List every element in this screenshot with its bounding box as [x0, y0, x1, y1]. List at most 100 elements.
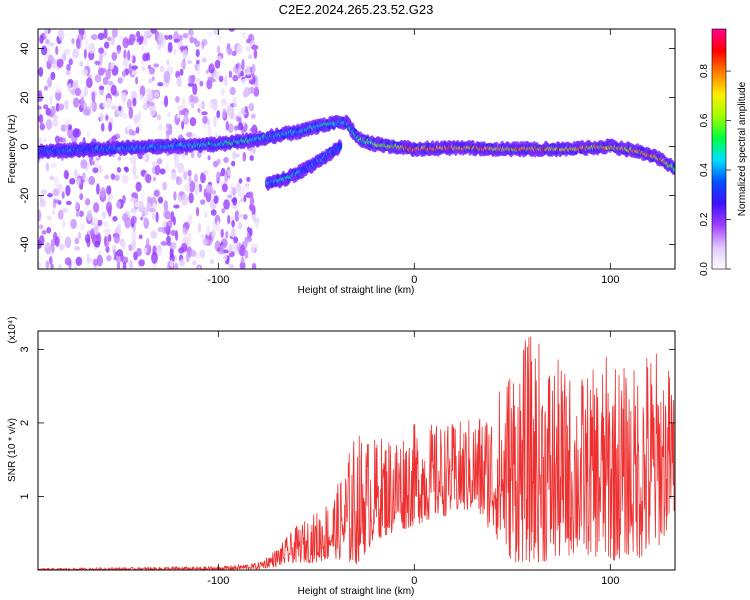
spectrogram-noise: [223, 74, 228, 87]
spectrogram-noise: [157, 32, 164, 45]
spectrogram-noise: [249, 155, 254, 161]
snr-y-multiplier: (x10⁴): [7, 316, 18, 343]
spectrogram-noise: [173, 48, 177, 55]
spectrogram-noise: [115, 254, 122, 264]
spectrogram-noise: [246, 226, 251, 233]
spectrogram-noise: [46, 226, 52, 234]
spectrogram-noise: [45, 260, 50, 269]
spectrogram-noise: [161, 220, 167, 228]
spectrogram-noise: [170, 171, 177, 181]
spectrogram-noise: [246, 176, 251, 183]
spectrogram-noise: [251, 63, 256, 74]
spectrogram-noise: [103, 221, 109, 228]
spectrogram-noise: [176, 114, 181, 119]
spectrogram-noise: [38, 224, 44, 230]
spectrogram-noise: [201, 111, 208, 116]
spectrogram-noise: [139, 85, 146, 97]
spectrogram-noise: [38, 137, 43, 144]
spectrogram-noise: [98, 219, 103, 226]
x-tick-label: -100: [207, 274, 229, 286]
spectrogram-noise: [105, 114, 109, 121]
spectrogram-noise: [64, 99, 69, 111]
spectrogram-noise: [182, 97, 186, 109]
spectrogram-noise: [187, 169, 192, 177]
spectrogram-noise: [220, 228, 224, 239]
colorbar-tick-label: 0.6: [699, 113, 710, 127]
spectrogram-noise: [199, 80, 204, 87]
spectrogram-noise: [111, 51, 118, 61]
spectrogram-noise: [111, 29, 118, 38]
spectrogram-noise: [84, 233, 91, 244]
spectrogram-noise: [136, 247, 142, 257]
spectrogram-noise: [47, 54, 54, 65]
spectrogram-noise: [221, 183, 228, 193]
spectrogram-panel: -100 0 100 -40 -20 0 20 40 Height of straight …: [7, 28, 676, 296]
spectrogram-noise: [187, 60, 193, 65]
spectrogram-noise: [214, 70, 220, 80]
spectrogram-noise: [191, 103, 195, 109]
spectrogram-noise: [38, 235, 45, 246]
spectrogram-noise: [74, 237, 80, 245]
spectrogram-noise: [152, 176, 157, 182]
spectrogram-noise: [239, 198, 244, 203]
spectrogram-noise: [206, 118, 211, 126]
spectrogram-noise: [170, 241, 177, 250]
spectrogram-noise: [121, 174, 129, 184]
spectrogram-noise: [55, 87, 62, 94]
spectrogram-noise: [205, 69, 209, 74]
spectrogram-noise: [55, 102, 60, 112]
spectrogram-noise: [203, 169, 209, 175]
spectrogram-noise: [44, 29, 49, 38]
spectrogram-noise: [72, 48, 80, 59]
spectrogram-noise: [159, 65, 165, 73]
spectrogram-noise: [134, 201, 140, 207]
spectrogram-noise: [76, 177, 82, 186]
spectrogram-noise: [148, 67, 156, 75]
spectrogram-noise: [58, 103, 65, 111]
spectrogram-noise: [110, 173, 116, 180]
spectrogram-noise: [209, 62, 214, 71]
spectrogram-noise: [123, 49, 127, 60]
y-tick-label: 3: [19, 346, 31, 352]
spectrogram-noise: [131, 231, 137, 243]
spectrogram-noise: [117, 223, 122, 236]
spectrogram-noise: [54, 236, 60, 247]
snr-y-axis: 1 2 3: [19, 346, 675, 500]
spectrogram-noise: [176, 76, 182, 88]
x-tick-label: -100: [207, 575, 229, 587]
spectrogram-noise: [100, 68, 107, 73]
spectrogram-noise: [111, 105, 117, 110]
spectrogram-noise: [72, 97, 80, 108]
spectrogram-noise: [96, 254, 103, 267]
spectrogram-noise: [174, 262, 179, 269]
spectrogram-noise: [75, 37, 81, 49]
spectrogram-noise: [248, 103, 255, 112]
spectrogram-noise: [253, 49, 258, 59]
spectrogram-noise: [75, 256, 83, 267]
spectrogram-noise: [92, 167, 99, 174]
spectrogram-noise: [251, 124, 258, 136]
spectrogram-noise: [172, 216, 176, 226]
colorbar-tick-label: 0.0: [699, 262, 710, 276]
spectrogram-noise: [245, 65, 251, 76]
spectrogram-noise: [57, 263, 63, 269]
spectrogram-noise: [249, 197, 255, 206]
spectrogram-noise: [129, 154, 137, 165]
spectrogram-noise: [234, 210, 240, 222]
spectrogram-noise: [176, 176, 183, 186]
spectrogram-noise: [111, 135, 118, 142]
spectrogram-noise: [204, 211, 208, 218]
spectrogram-noise: [65, 184, 71, 197]
spectrogram-noise: [124, 167, 129, 173]
spectrogram-noise: [247, 191, 254, 199]
spectrogram-noise: [79, 210, 84, 217]
spectrogram-noise: [192, 96, 199, 104]
spectrogram-noise: [188, 192, 194, 204]
spectrogram-noise: [114, 174, 120, 181]
spectrogram-noise: [50, 105, 56, 116]
spectrogram-noise: [47, 193, 53, 198]
spectrogram-noise: [251, 204, 256, 215]
spectrogram-noise: [121, 241, 127, 250]
spectrogram-noise: [243, 238, 248, 249]
